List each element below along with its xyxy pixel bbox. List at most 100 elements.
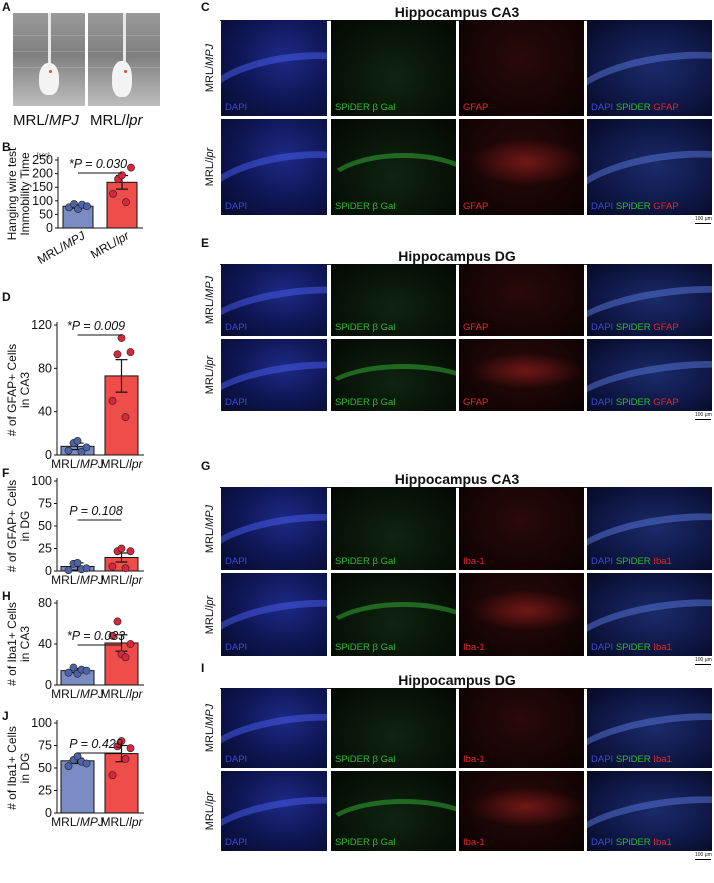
row-label: MRL/lpr — [200, 573, 220, 656]
chart-d: 0 40 80 120 # of GFAP+ Cells in CA3 *P = 0.009… — [0, 0, 200, 883]
micrograph-dapi: DAPI — [221, 771, 327, 851]
micrograph-marker: GFAP — [459, 20, 584, 116]
panel-letter-f: F — [2, 466, 10, 480]
title-underline — [214, 688, 699, 689]
y-axis-label: # of GFAP+ Cells — [5, 480, 19, 572]
y-tick-label: 25 — [38, 542, 52, 556]
micrograph-marker: Iba-1 — [459, 771, 584, 851]
p-value: *P = 0.033 — [67, 629, 125, 643]
p-value: P = 0.429 — [69, 737, 122, 751]
data-point — [122, 198, 130, 207]
p-value: *P = 0.009 — [67, 319, 125, 333]
data-point — [121, 653, 130, 662]
channel-label: DAPI SPiDER Iba1 — [591, 837, 672, 848]
micrograph-spider: SPiDER β Gal — [331, 573, 456, 656]
category-label: MRL/MPJ — [51, 815, 105, 829]
channel-label: SPiDER β Gal — [335, 837, 396, 848]
micrograph-dapi: DAPI — [221, 573, 327, 656]
micrograph-dapi: DAPI — [221, 119, 327, 215]
micrograph-spider: SPiDER β Gal — [331, 771, 456, 851]
category-label: MRL/MPJ — [51, 457, 105, 471]
micrograph-marker: Iba-1 — [459, 487, 584, 570]
chart-f: 0 25 50 75 100 # of GFAP+ Cells in DG P = 0.108… — [0, 0, 200, 883]
micrograph-marker: GFAP — [459, 339, 584, 411]
scale-bar: 100 μm — [695, 657, 713, 666]
channel-label: SPiDER β Gal — [335, 754, 396, 765]
data-point — [82, 759, 91, 768]
category-label: MRL/MPJ — [51, 687, 105, 701]
y-tick-label: 150 — [32, 180, 53, 194]
panel-letter-c: C — [201, 0, 210, 14]
data-point — [82, 666, 91, 675]
y-tick-label: 100 — [31, 474, 52, 488]
data-point — [117, 334, 126, 342]
panel-letter-h: H — [2, 589, 11, 603]
data-point — [113, 742, 122, 751]
y-tick-label: 75 — [38, 497, 52, 511]
micro-panel-title: Hippocampus CA3 — [394, 4, 520, 20]
y-axis-label: in DG — [18, 511, 32, 542]
micrograph-dapi: DAPI — [221, 487, 327, 570]
y-axis-label: Hanging wire test — [5, 147, 19, 240]
row-label: MRL/MPJ — [200, 688, 220, 768]
micrograph-marker: Iba-1 — [459, 688, 584, 768]
micrograph-marker: GFAP — [459, 119, 584, 215]
row-label: MRL/MPJ — [200, 487, 220, 570]
category-label: MRL/lpr — [100, 457, 143, 471]
y-tick-label: 200 — [32, 167, 53, 181]
micro-panel-title: Hippocampus CA3 — [394, 471, 520, 487]
micro-panel-title: Hippocampus DG — [398, 672, 516, 688]
panel-letter-b: B — [2, 140, 11, 154]
row-label: MRL/lpr — [200, 771, 220, 851]
y-tick-label: 100 — [31, 716, 52, 730]
y-tick-label: 0 — [45, 564, 52, 578]
channel-label: DAPI — [225, 322, 248, 333]
channel-label: DAPI — [225, 642, 248, 653]
channel-label: DAPI — [225, 201, 248, 212]
scale-bar-label: 100 μm — [695, 216, 712, 222]
data-point — [121, 413, 130, 421]
channel-label: DAPI — [225, 556, 248, 567]
y-tick-label: 0 — [45, 448, 52, 462]
row-label-text: MRL/MPJ — [204, 504, 216, 553]
category-label: MRL/lpr — [100, 573, 143, 587]
data-point — [83, 202, 91, 211]
micrograph-spider: SPiDER β Gal — [331, 487, 456, 570]
channel-label: GFAP — [463, 397, 489, 408]
row-label: MRL/MPJ — [200, 20, 220, 116]
micrograph-spider: SPiDER β Gal — [331, 688, 456, 768]
row-label: MRL/MPJ — [200, 264, 220, 336]
mouse-photo-mpj — [13, 13, 85, 106]
data-point — [108, 631, 117, 640]
channel-label: Iba-1 — [463, 754, 485, 765]
channel-label: Iba-1 — [463, 642, 485, 653]
y-tick-label: 40 — [38, 405, 52, 419]
channel-label: DAPI SPiDER GFAP — [591, 322, 679, 333]
y-tick-label: 0 — [46, 221, 53, 235]
data-point — [64, 446, 73, 455]
spider-signal — [331, 602, 456, 656]
data-point — [82, 443, 91, 452]
channel-label: SPiDER β Gal — [335, 201, 396, 212]
p-value: *P = 0.030 — [69, 157, 127, 171]
micrograph-spider: SPiDER β Gal — [331, 119, 456, 215]
bar-lpr — [106, 181, 138, 229]
y-axis-label: in DG — [18, 753, 32, 784]
data-point — [113, 350, 122, 359]
data-point — [109, 189, 117, 198]
data-point — [108, 771, 117, 780]
y-tick-label: 250 — [32, 153, 53, 167]
data-point — [77, 447, 86, 456]
mouse-label-mpj: MRL/MPJ — [13, 112, 79, 129]
data-point — [64, 668, 73, 677]
micrograph-dapi: DAPI — [221, 20, 327, 116]
unit-label: [sec] — [37, 153, 50, 159]
micrograph-merge: DAPI SPiDER Iba1 — [587, 688, 712, 768]
row-label: MRL/lpr — [200, 339, 220, 411]
channel-label: Iba-1 — [463, 837, 485, 848]
spider-signal — [331, 152, 456, 215]
channel-label: DAPI — [225, 837, 248, 848]
row-label-text: MRL/lpr — [204, 791, 216, 831]
channel-label: DAPI SPiDER Iba1 — [591, 556, 672, 567]
y-axis-label: # of GFAP+ Cells — [5, 344, 19, 436]
